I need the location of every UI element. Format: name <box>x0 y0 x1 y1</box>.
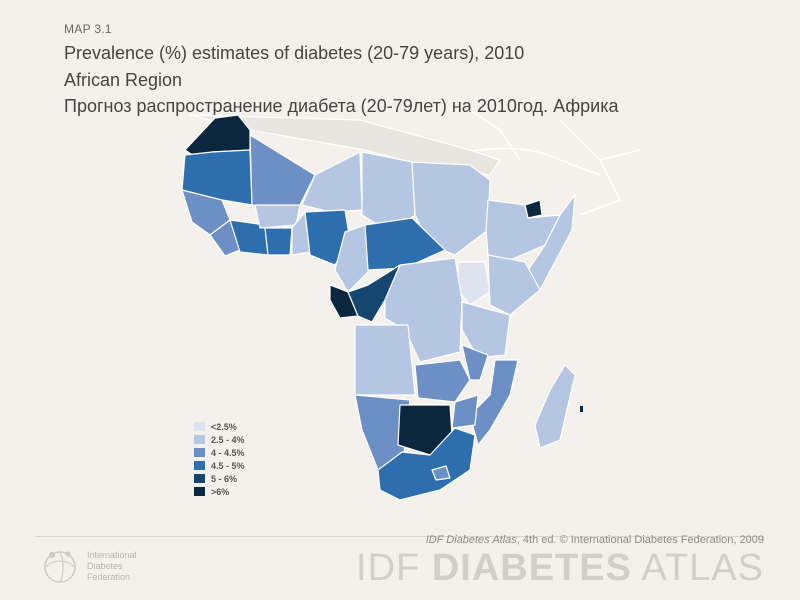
region-sudan <box>411 161 491 256</box>
legend-swatch <box>194 461 205 470</box>
region-malawi <box>461 344 489 381</box>
legend-label: 4 - 4.5% <box>211 447 245 458</box>
atlas-wordmark: IDF DIABETES ATLAS <box>356 547 764 590</box>
legend-item: 4 - 4.5% <box>194 446 245 459</box>
region-cameroon <box>334 224 371 293</box>
region-mauritius <box>580 406 583 412</box>
region-drc <box>384 257 463 363</box>
idf-logo-icon <box>44 551 76 583</box>
region-car <box>364 217 446 271</box>
region-south-africa <box>377 427 476 501</box>
legend-item: 4.5 - 5% <box>194 459 245 472</box>
legend-swatch <box>194 448 205 457</box>
legend-label: >6% <box>211 486 230 497</box>
legend-item: <2.5% <box>194 420 245 433</box>
footer-divider <box>36 536 764 537</box>
copyright-credit: IDF Diabetes Atlas, 4th ed. © Internatio… <box>426 534 764 546</box>
org-line: Diabetes <box>87 561 123 571</box>
region-gabon <box>329 284 359 319</box>
legend-label: 5 - 6% <box>211 473 238 484</box>
map-subtitle: African Region <box>64 70 183 90</box>
region-uganda-area <box>457 261 491 306</box>
region-mozambique <box>469 359 519 446</box>
map-number: MAP 3.1 <box>64 22 112 36</box>
legend-swatch <box>194 422 205 431</box>
region-north-africa <box>189 114 501 176</box>
legend-swatch <box>194 435 205 444</box>
credit-title: IDF Diabetes Atlas <box>425 534 517 546</box>
region-kenya <box>487 254 541 316</box>
legend-label: 4.5 - 5% <box>211 460 245 471</box>
region-tanzania <box>461 301 511 359</box>
legend-item: 2.5 - 4% <box>194 433 245 446</box>
region-niger <box>301 151 363 213</box>
idf-organization-name: International Diabetes Federation <box>87 550 137 583</box>
region-madagascar <box>534 364 576 449</box>
region-lesotho <box>431 465 451 481</box>
legend-label: <2.5% <box>211 421 237 432</box>
atlas-wordmark-a: IDF <box>356 547 432 589</box>
map-title: Prevalence (%) estimates of diabetes (20… <box>64 43 525 63</box>
region-zimbabwe <box>451 394 479 429</box>
region-burkina <box>254 204 301 229</box>
org-line: International <box>87 550 137 560</box>
legend-swatch <box>194 474 205 483</box>
atlas-wordmark-c: ATLAS <box>631 547 764 589</box>
atlas-wordmark-b: DIABETES <box>431 547 632 589</box>
region-zambia <box>414 359 471 403</box>
map-title-russian: Прогноз распространение диабета (20-79ле… <box>64 96 619 116</box>
legend-label: 2.5 - 4% <box>211 434 245 445</box>
region-angola <box>354 324 416 396</box>
legend-item: >6% <box>194 485 245 498</box>
region-ghana <box>264 227 293 256</box>
legend: <2.5% 2.5 - 4% 4 - 4.5% 4.5 - 5% 5 - 6% … <box>194 420 245 498</box>
legend-swatch <box>194 487 205 496</box>
credit-text: , 4th ed. © International Diabetes Feder… <box>516 534 764 546</box>
legend-item: 5 - 6% <box>194 472 245 485</box>
org-line: Federation <box>87 572 131 582</box>
